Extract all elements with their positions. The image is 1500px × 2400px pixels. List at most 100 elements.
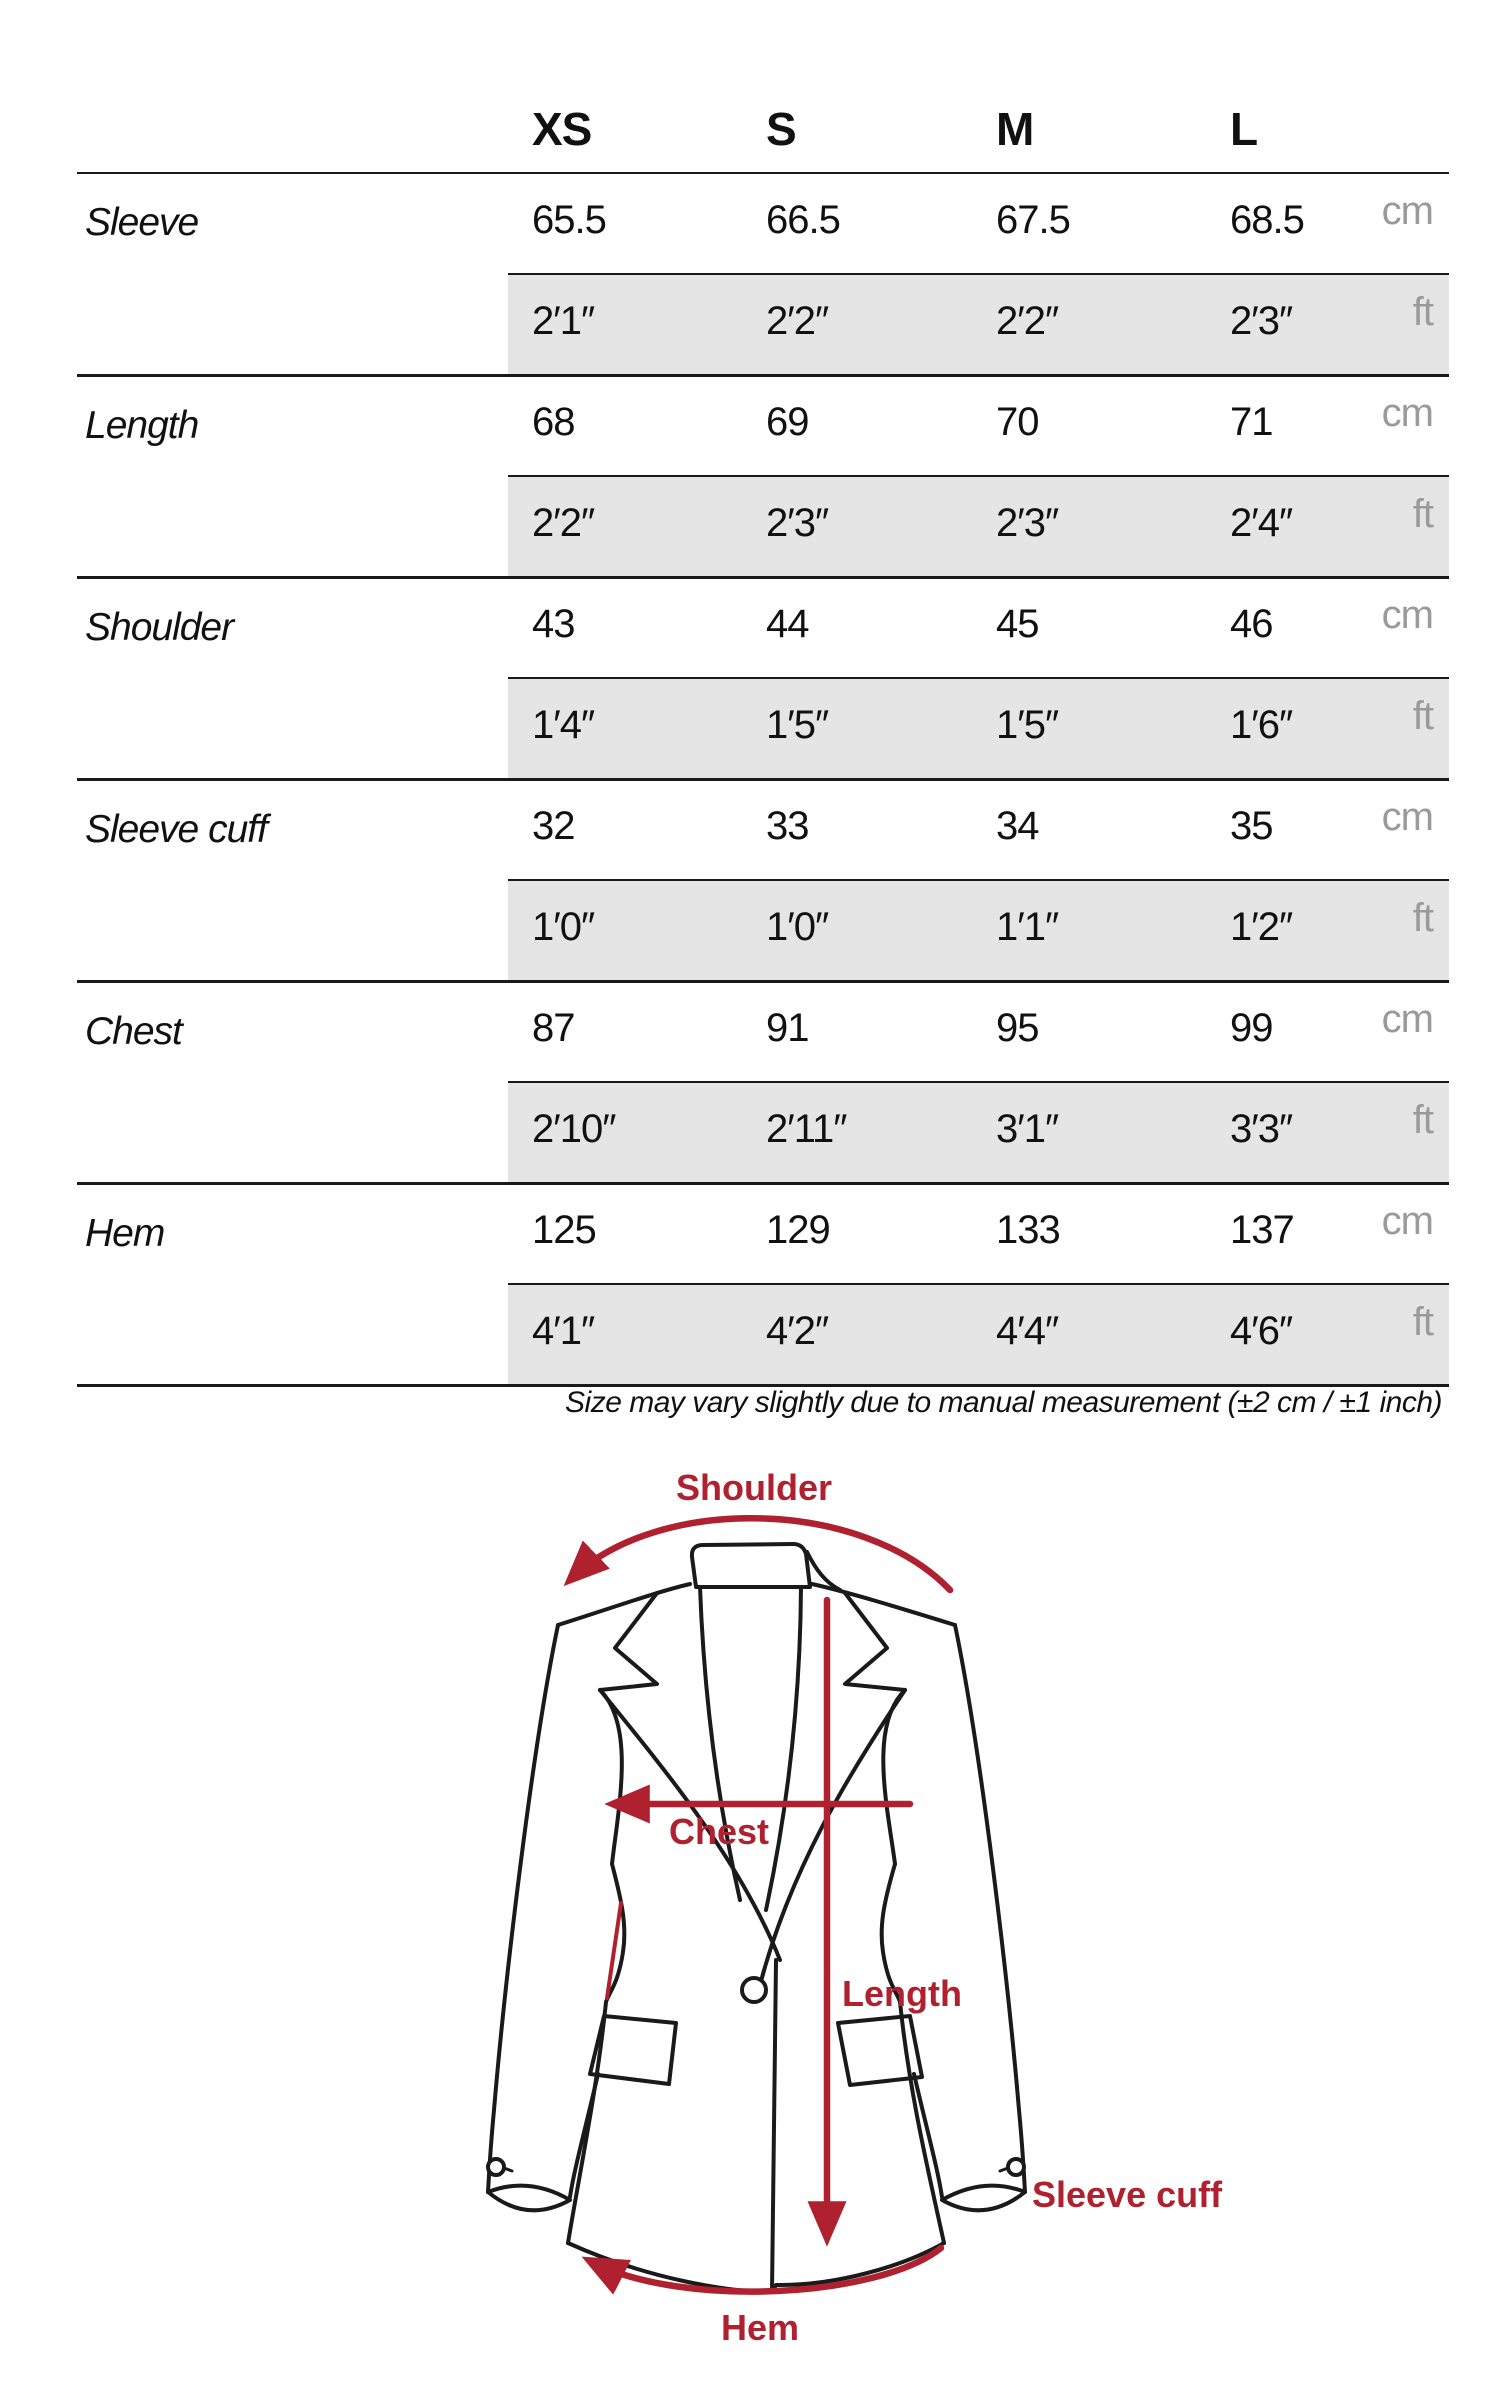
- cell-cm: 95: [972, 981, 1206, 1082]
- measurement-annotations: [563, 1515, 954, 2295]
- cell-cm: 68: [508, 375, 742, 476]
- cell-ft: 2′3″: [742, 475, 972, 579]
- lapel-right-inner: [758, 1688, 907, 1987]
- cell-ft: 1′6″: [1206, 677, 1357, 781]
- front-button: [740, 1976, 768, 2004]
- lapel-left-inner: [598, 1688, 782, 1962]
- unit-cm-label: cm: [1357, 577, 1449, 678]
- label-hem: Hem: [721, 2307, 799, 2348]
- cell-ft: 2′3″: [1206, 273, 1357, 377]
- cell-cm: 68.5: [1206, 173, 1357, 274]
- cell-ft: 3′1″: [972, 1081, 1206, 1185]
- shoulder-arrow: [563, 1515, 954, 1594]
- cell-ft: 3′3″: [1206, 1081, 1357, 1185]
- cell-ft: 2′4″: [1206, 475, 1357, 579]
- hem-arrow: [581, 2244, 945, 2295]
- size-table: XS S M L Sleeve 65.5 66.5 67.5 68.5 cm 2…: [77, 36, 1449, 1387]
- size-header-s: S: [742, 36, 972, 174]
- table-row-sleeve-ft: 2′1″ 2′2″ 2′2″ 2′3″ ft: [77, 273, 1449, 377]
- cell-ft: 4′4″: [972, 1283, 1206, 1387]
- unit-cm-label: cm: [1357, 1183, 1449, 1284]
- cell-ft: 2′2″: [508, 475, 742, 579]
- cell-cm: 67.5: [972, 173, 1206, 274]
- size-header-m: M: [972, 36, 1206, 174]
- label-length: Length: [842, 1973, 962, 2014]
- table-row-sleeve-cm: Sleeve 65.5 66.5 67.5 68.5 cm: [77, 173, 1449, 377]
- unit-ft-label: ft: [1357, 475, 1449, 579]
- cell-cm: 69: [742, 375, 972, 476]
- table-row-shoulder-cm: Shoulder 43 44 45 46 cm: [77, 577, 1449, 781]
- row-label-sleeve-cuff: Sleeve cuff: [77, 779, 508, 983]
- front-edge: [770, 1958, 778, 2294]
- cuff-left: [486, 2183, 572, 2213]
- shoulder-seam-right: [810, 1582, 957, 1627]
- cell-cm: 137: [1206, 1183, 1357, 1284]
- cell-ft: 1′4″: [508, 677, 742, 781]
- sleeve-right-outer: [953, 1623, 1027, 2194]
- side-seam-right: [879, 1862, 946, 2245]
- cell-ft: 1′0″: [508, 879, 742, 983]
- cell-ft: 2′2″: [972, 273, 1206, 377]
- pocket-flap-left: [588, 2014, 678, 2086]
- cuff-button-right: [1006, 2157, 1026, 2177]
- row-label-shoulder: Shoulder: [77, 577, 508, 781]
- cell-cm: 99: [1206, 981, 1357, 1082]
- row-label-hem: Hem: [77, 1183, 508, 1387]
- cell-ft: 2′1″: [508, 273, 742, 377]
- sleeve-left-outer: [486, 1623, 560, 2194]
- unit-cm-label: cm: [1357, 173, 1449, 274]
- unit-cm-label: cm: [1357, 375, 1449, 476]
- cell-cm: 35: [1206, 779, 1357, 880]
- unit-ft-label: ft: [1357, 677, 1449, 781]
- row-label-sleeve: Sleeve: [77, 173, 508, 377]
- lapel-left-outer: [598, 1688, 624, 1866]
- cell-cm: 44: [742, 577, 972, 678]
- cell-ft: 4′2″: [742, 1283, 972, 1387]
- cell-cm: 125: [508, 1183, 742, 1284]
- cell-ft: 4′1″: [508, 1283, 742, 1387]
- table-row-length-cm: Length 68 69 70 71 cm: [77, 375, 1449, 579]
- cell-ft: 1′2″: [1206, 879, 1357, 983]
- cell-ft: 4′6″: [1206, 1283, 1357, 1387]
- cell-cm: 43: [508, 577, 742, 678]
- hem-line: [566, 2241, 946, 2294]
- pocket-flap-right: [836, 2014, 924, 2087]
- cell-ft: 1′5″: [742, 677, 972, 781]
- collar-neck-right: [805, 1550, 842, 1592]
- label-chest: Chest: [669, 1811, 769, 1852]
- unit-cm-label: cm: [1357, 779, 1449, 880]
- cell-ft: 2′10″: [508, 1081, 742, 1185]
- header-spacer: [77, 36, 508, 174]
- unit-ft-label: ft: [1357, 879, 1449, 983]
- unit-ft-label: ft: [1357, 1283, 1449, 1387]
- cell-cm: 32: [508, 779, 742, 880]
- cuff-button-right-tick: [998, 2166, 1010, 2173]
- cell-cm: 33: [742, 779, 972, 880]
- cell-cm: 133: [972, 1183, 1206, 1284]
- row-label-length: Length: [77, 375, 508, 579]
- measurement-labels: Shoulder Chest Length Sleeve cuff Hem: [669, 1467, 1223, 2348]
- cell-ft: 1′0″: [742, 879, 972, 983]
- cell-cm: 66.5: [742, 173, 972, 274]
- lapel-left-notch: [598, 1591, 659, 1692]
- cell-cm: 45: [972, 577, 1206, 678]
- cell-ft: 2′2″: [742, 273, 972, 377]
- label-shoulder: Shoulder: [676, 1467, 832, 1508]
- cell-ft: 2′11″: [742, 1081, 972, 1185]
- table-row-hem-cm: Hem 125 129 133 137 cm: [77, 1183, 1449, 1387]
- table-row-sleeve-cuff-ft: 1′0″ 1′0″ 1′1″ 1′2″ ft: [77, 879, 1449, 983]
- unit-ft-label: ft: [1357, 273, 1449, 377]
- collar: [689, 1542, 812, 1589]
- size-header-l: L: [1206, 36, 1357, 174]
- table-row-chest-ft: 2′10″ 2′11″ 3′1″ 3′3″ ft: [77, 1081, 1449, 1185]
- size-header-xs: XS: [508, 36, 742, 174]
- lapel-roll-right: [764, 1585, 803, 1912]
- cell-cm: 91: [742, 981, 972, 1082]
- table-row-chest-cm: Chest 87 91 95 99 cm: [77, 981, 1449, 1185]
- blazer-measurement-diagram: Shoulder Chest Length Sleeve cuff Hem: [486, 1467, 1223, 2348]
- table-row-shoulder-ft: 1′4″ 1′5″ 1′5″ 1′6″ ft: [77, 677, 1449, 781]
- cell-ft: 1′1″: [972, 879, 1206, 983]
- unit-ft-label: ft: [1357, 1081, 1449, 1185]
- shoulder-seam-left: [556, 1582, 692, 1627]
